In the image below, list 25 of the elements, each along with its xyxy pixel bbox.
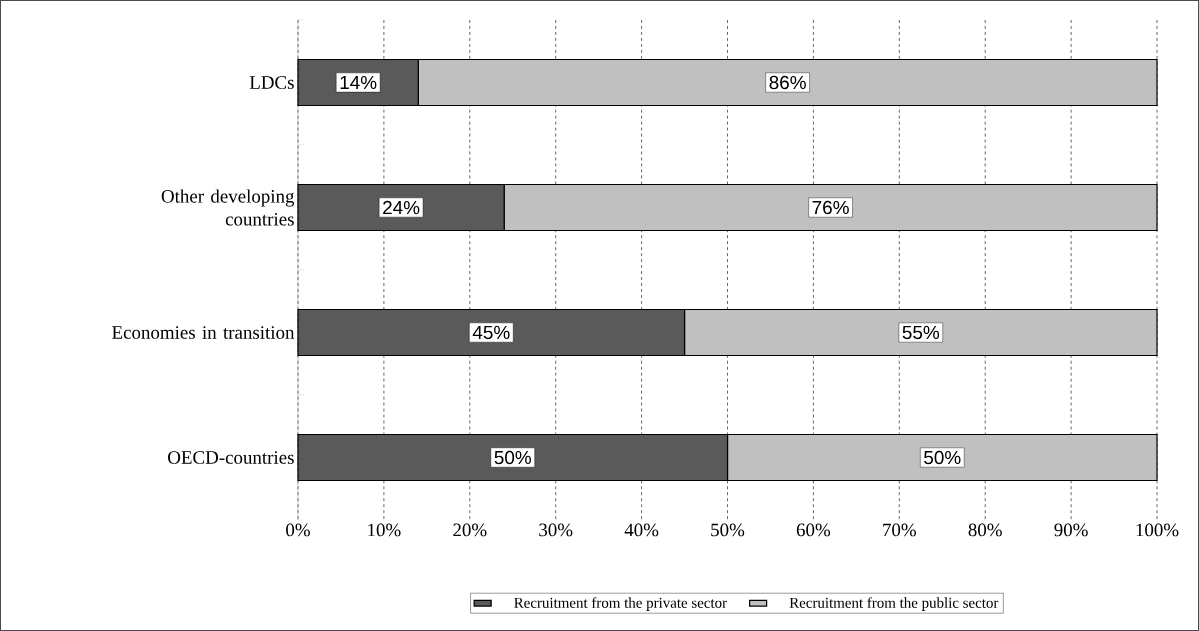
data-label: 24%: [383, 200, 420, 215]
data-label: 86%: [769, 75, 806, 90]
data-label: 14%: [340, 75, 377, 90]
x-tick-label: 100%: [1136, 523, 1179, 537]
x-tick-label: 10%: [368, 523, 401, 537]
y-tick-label: LDCs: [249, 76, 294, 89]
data-label: 45%: [472, 325, 510, 340]
legend-label: Recruitment from the private sector: [514, 597, 727, 611]
data-label: 55%: [902, 325, 940, 340]
y-tick-label: Other developing countries: [161, 189, 295, 226]
x-tick-label: 40%: [624, 523, 659, 537]
data-label: 76%: [812, 200, 849, 215]
data-label: 50%: [924, 450, 961, 465]
y-tick-label: OECD-countries: [168, 451, 294, 464]
x-tick-label: 0%: [286, 523, 310, 537]
legend-label: Recruitment from the public sector: [789, 597, 999, 611]
x-tick-label: 20%: [453, 523, 487, 537]
x-tick-label: 70%: [883, 523, 916, 537]
x-tick-label: 50%: [711, 523, 745, 537]
y-tick-label: Economies in transition: [112, 326, 295, 339]
x-tick-label: 80%: [968, 523, 1002, 537]
data-label: 50%: [494, 450, 532, 465]
x-tick-label: 90%: [1054, 523, 1088, 537]
x-tick-label: 30%: [539, 523, 573, 537]
x-tick-label: 60%: [796, 523, 831, 537]
